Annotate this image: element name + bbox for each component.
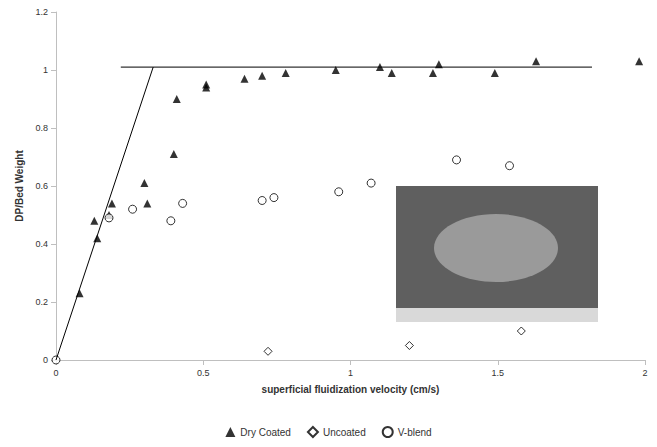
svg-text:0.4: 0.4 (35, 239, 48, 249)
svg-text:0.2: 0.2 (35, 297, 48, 307)
svg-text:DP/Bed Weight: DP/Bed Weight (14, 150, 25, 222)
svg-text:1: 1 (348, 368, 353, 378)
svg-text:1.2: 1.2 (35, 7, 48, 17)
svg-text:0: 0 (53, 368, 58, 378)
svg-text:Dry Coated: Dry Coated (240, 427, 291, 438)
svg-text:0.6: 0.6 (35, 181, 48, 191)
svg-text:0: 0 (43, 355, 48, 365)
svg-text:V-blend: V-blend (398, 427, 432, 438)
svg-text:superficial fluidization veloc: superficial fluidization velocity (cm/s) (262, 384, 440, 395)
svg-text:2: 2 (642, 368, 647, 378)
svg-text:0.8: 0.8 (35, 123, 48, 133)
svg-text:0.5: 0.5 (197, 368, 210, 378)
svg-text:1: 1 (43, 65, 48, 75)
svg-text:1.5: 1.5 (491, 368, 504, 378)
svg-text:Uncoated: Uncoated (323, 427, 366, 438)
